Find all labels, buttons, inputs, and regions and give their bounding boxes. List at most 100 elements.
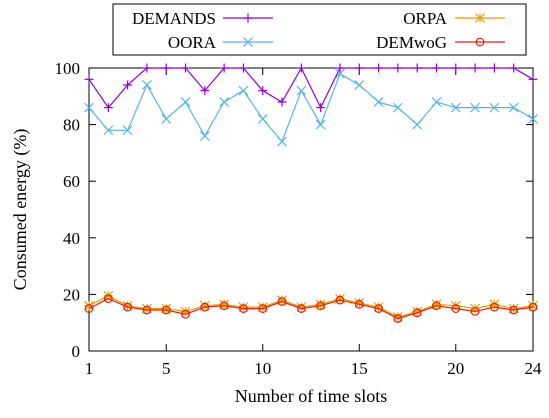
data-point-oora <box>412 119 423 130</box>
data-point-demwog <box>412 308 422 318</box>
data-point-demwog <box>123 302 133 312</box>
series-demands <box>84 63 538 113</box>
data-point-oora <box>315 119 326 130</box>
data-point-oora <box>489 102 500 113</box>
data-point-demwog <box>161 305 171 315</box>
data-point-demands <box>431 63 441 73</box>
data-point-oora <box>141 80 152 90</box>
data-point-demands <box>258 86 268 96</box>
data-point-demwog <box>296 304 306 313</box>
x-tick-label: 1 <box>85 359 94 378</box>
legend-entry-oora: OORA <box>168 33 273 52</box>
data-point-oora <box>450 102 461 113</box>
data-point-oora <box>103 125 114 136</box>
data-point-oora <box>373 97 384 107</box>
legend-entry-demands: DEMANDS <box>132 9 273 28</box>
data-point-oora <box>296 85 307 96</box>
data-point-oora <box>392 102 403 113</box>
x-axis-title: Number of time slots <box>235 386 387 406</box>
legend-marker-demwog <box>475 37 485 47</box>
legend-box <box>112 3 527 56</box>
legend-marker-oora <box>243 37 253 47</box>
legend-entry-demwog: DEMwoG <box>376 33 505 52</box>
data-point-demands <box>451 63 461 73</box>
x-tick-label: 15 <box>351 359 368 378</box>
data-point-oora <box>354 80 365 90</box>
data-point-demands <box>181 63 191 73</box>
y-axis-title: Consumed energy (%) <box>10 129 31 291</box>
data-point-oora <box>238 85 249 96</box>
data-point-demands <box>374 63 384 73</box>
data-point-demwog <box>277 297 287 306</box>
data-point-demands <box>123 80 133 90</box>
series-orpa <box>84 290 538 322</box>
data-point-demwog <box>374 304 383 313</box>
data-point-demwog <box>470 306 480 316</box>
legend-label-demwog: DEMwoG <box>376 33 447 52</box>
x-tick-label: 20 <box>447 359 464 378</box>
data-point-demwog <box>181 309 190 319</box>
legend-entry-orpa: ORPA <box>403 9 505 28</box>
data-point-demands <box>103 103 113 113</box>
data-point-demwog <box>258 304 268 313</box>
data-point-demands <box>412 63 422 73</box>
series-line-orpa <box>88 295 534 318</box>
y-tick-label: 20 <box>63 285 80 304</box>
data-point-demands <box>219 63 229 73</box>
x-tick-label: 10 <box>254 359 271 378</box>
data-point-oora <box>257 114 268 124</box>
data-point-oora <box>431 97 442 107</box>
data-point-demwog <box>489 302 499 312</box>
data-point-oora <box>470 102 481 113</box>
data-point-oora <box>199 130 210 141</box>
legend-marker-demands <box>243 13 253 23</box>
data-point-demands <box>354 63 364 73</box>
data-point-demwog <box>509 305 519 315</box>
data-point-demwog <box>451 304 461 313</box>
y-tick-label: 80 <box>63 116 80 135</box>
legend-marker-orpa <box>475 13 485 23</box>
legend-label-orpa: ORPA <box>403 9 448 28</box>
series-demwog <box>84 294 538 323</box>
x-tick-label: 24 <box>525 359 543 378</box>
data-point-demands <box>277 97 287 107</box>
data-point-demwog <box>200 302 210 312</box>
data-point-oora <box>528 114 538 124</box>
data-point-oora <box>161 114 172 124</box>
data-point-demands <box>470 63 480 73</box>
data-point-oora <box>84 102 94 113</box>
data-point-demands <box>489 63 499 73</box>
data-point-demwog <box>219 301 229 311</box>
data-point-demwog <box>354 299 364 309</box>
y-tick-label: 40 <box>63 229 80 248</box>
y-tick-label: 100 <box>55 59 81 78</box>
data-point-demands <box>296 63 306 73</box>
data-point-demwog <box>84 304 94 313</box>
data-point-demands <box>161 63 171 73</box>
data-point-demwog <box>528 302 538 312</box>
plot-frame <box>88 67 534 352</box>
series-line-oora <box>88 72 534 143</box>
data-point-oora <box>180 97 191 107</box>
data-point-demwog <box>103 294 113 304</box>
y-tick-label: 60 <box>63 172 80 191</box>
legend: DEMANDS ORPA OORA DEMwoG <box>112 3 527 56</box>
series-layer <box>84 63 538 323</box>
data-point-oora <box>335 68 345 79</box>
data-point-oora <box>219 97 230 107</box>
data-point-demands <box>509 63 519 73</box>
data-point-demands <box>142 63 152 73</box>
legend-label-oora: OORA <box>168 33 217 52</box>
data-point-demands <box>393 63 403 73</box>
data-point-demands <box>335 63 345 73</box>
data-point-demands <box>528 74 538 84</box>
series-oora <box>84 68 538 147</box>
data-point-demands <box>84 74 94 84</box>
data-point-oora <box>508 102 519 113</box>
data-point-demands <box>316 103 326 113</box>
series-line-demands <box>88 66 534 109</box>
data-point-oora <box>277 136 287 147</box>
